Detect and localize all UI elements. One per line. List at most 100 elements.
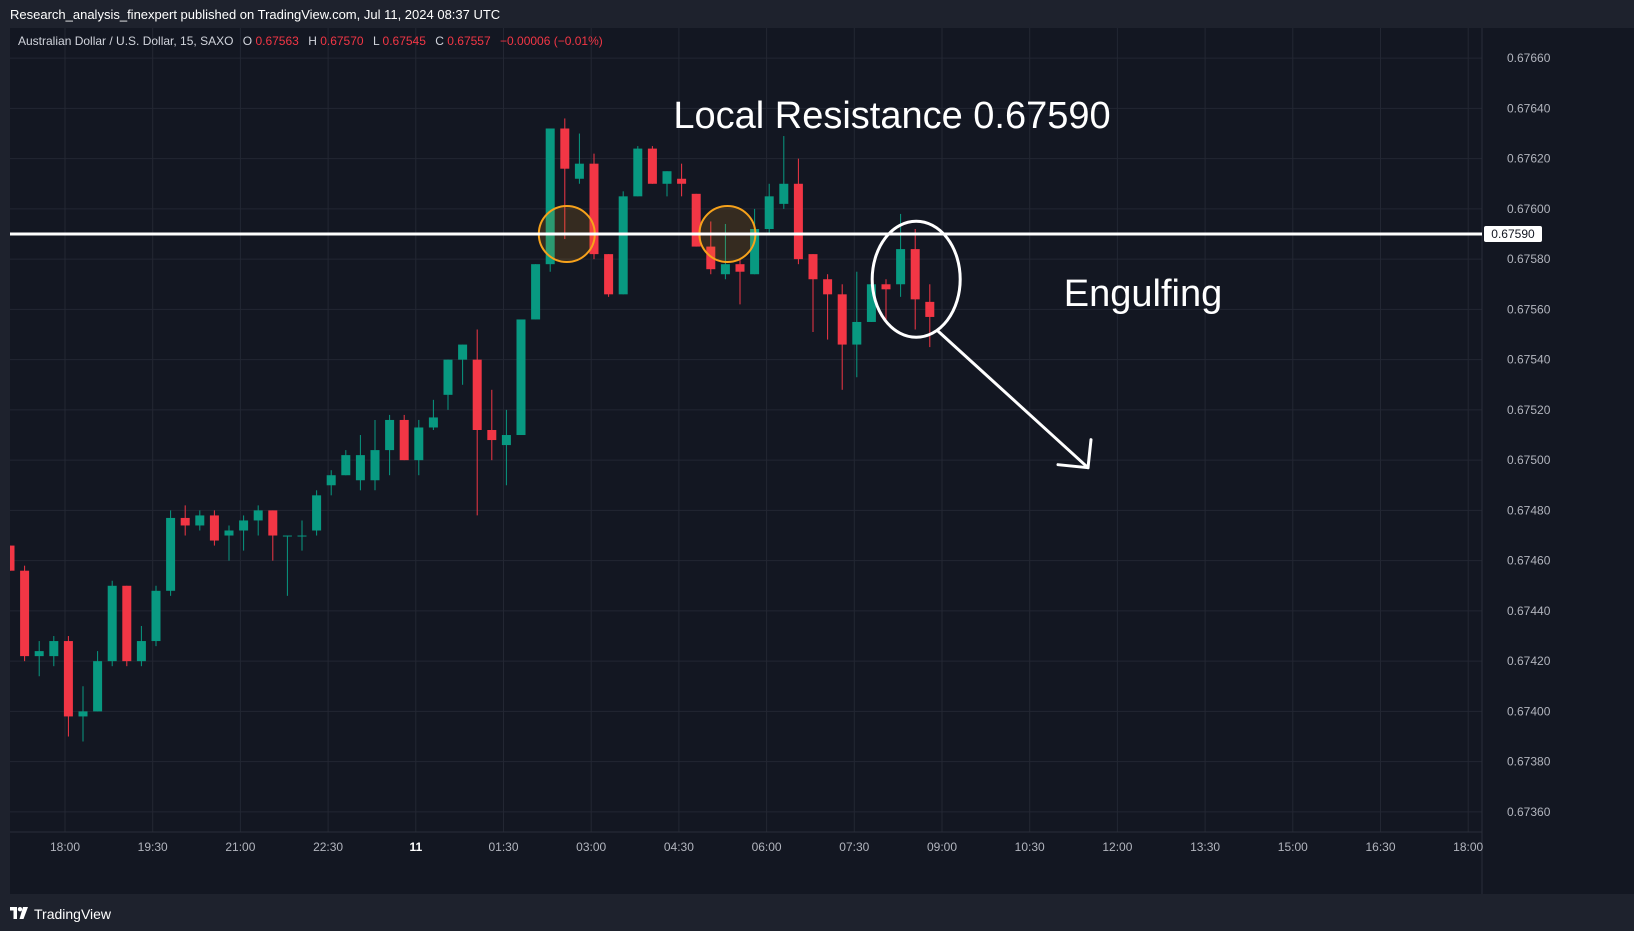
candle[interactable] (574, 133, 584, 184)
candle-body (720, 264, 730, 275)
candle-body (443, 359, 453, 395)
candle-body (10, 545, 15, 571)
candle-body (151, 590, 161, 642)
candle[interactable] (355, 435, 365, 491)
candle[interactable] (78, 686, 88, 742)
candle[interactable] (341, 450, 351, 476)
candle[interactable] (10, 545, 15, 571)
candle-body (750, 229, 760, 275)
candle[interactable] (764, 183, 774, 235)
candle[interactable] (881, 279, 891, 322)
candle[interactable] (545, 128, 555, 272)
price-tick-label: 0.67580 (1507, 252, 1551, 266)
candle[interactable] (560, 118, 570, 240)
candle[interactable] (925, 284, 935, 348)
candle[interactable] (896, 213, 906, 297)
candle[interactable] (793, 158, 803, 265)
candle[interactable] (647, 146, 657, 184)
candle-body (589, 163, 599, 255)
symbol-legend[interactable]: Australian Dollar / U.S. Dollar, 15, SAX… (18, 34, 603, 48)
candle[interactable] (93, 651, 103, 712)
candle[interactable] (910, 229, 920, 330)
candle[interactable] (253, 505, 263, 536)
candle[interactable] (151, 585, 161, 647)
resistance-price-label: 0.67590 (1484, 226, 1542, 243)
candle[interactable] (312, 490, 322, 536)
chart-area[interactable]: 0.67660 0.67640 0.67620 0.67600 0.67580 0.675… (10, 28, 1634, 894)
candle-body (122, 585, 132, 662)
time-tick-label: 10:30 (1015, 840, 1045, 854)
candle-body (341, 455, 351, 476)
engulfing-annotation: Engulfing (1064, 273, 1222, 315)
candle[interactable] (326, 470, 336, 496)
footer-brand-text[interactable]: TradingView (34, 905, 112, 922)
time-axis[interactable]: 18:00 19:30 21:00 22:30 11 01:30 03:00 04:30 06:… (50, 840, 1484, 854)
candle-body (136, 641, 146, 662)
candle[interactable] (136, 625, 146, 667)
candle[interactable] (823, 274, 833, 340)
candle[interactable] (297, 520, 307, 551)
footer-bar: TradingView (0, 896, 1634, 931)
candle[interactable] (487, 389, 497, 461)
candle[interactable] (662, 171, 672, 197)
candle[interactable] (166, 510, 176, 596)
candle[interactable] (852, 271, 862, 378)
time-tick-label: 13:30 (1190, 840, 1220, 854)
candle[interactable] (458, 344, 468, 385)
candle[interactable] (735, 259, 745, 305)
price-tick-label: 0.67500 (1507, 453, 1551, 467)
candle[interactable] (239, 515, 249, 551)
candle[interactable] (428, 399, 438, 430)
candle[interactable] (34, 641, 44, 677)
price-tick-label: 0.67480 (1507, 503, 1551, 517)
candle[interactable] (282, 535, 292, 596)
time-tick-label: 11 (409, 840, 422, 854)
candle[interactable] (195, 510, 205, 531)
candle-body (209, 515, 219, 541)
candle[interactable] (706, 221, 716, 275)
candle[interactable] (209, 510, 219, 546)
candle[interactable] (677, 163, 687, 197)
candle-body (910, 249, 920, 300)
candlestick-chart[interactable]: 0.67660 0.67640 0.67620 0.67600 0.67580 0.675… (10, 28, 1634, 894)
candle[interactable] (472, 329, 482, 516)
candle[interactable] (20, 565, 30, 662)
candle[interactable] (837, 284, 847, 390)
candle[interactable] (779, 136, 789, 209)
candle-body (764, 196, 774, 229)
candle[interactable] (516, 319, 526, 436)
candle[interactable] (501, 409, 511, 486)
candle-body (78, 711, 88, 717)
candle[interactable] (399, 414, 409, 461)
candle[interactable] (268, 510, 278, 561)
candle[interactable] (370, 419, 380, 491)
candle[interactable] (224, 525, 234, 561)
tradingview-logo-icon[interactable] (10, 906, 28, 922)
candle[interactable] (633, 146, 643, 197)
candle[interactable] (808, 254, 818, 333)
candle-body (647, 148, 657, 184)
symbol-name: Australian Dollar / U.S. Dollar, 15, SAX… (18, 34, 233, 48)
candle[interactable] (63, 636, 73, 737)
price-axis[interactable]: 0.67660 0.67640 0.67620 0.67600 0.67580 0.675… (1507, 51, 1551, 819)
close-label: C (435, 34, 444, 48)
candle[interactable] (122, 585, 132, 667)
candle[interactable] (443, 359, 453, 410)
candle[interactable] (604, 254, 614, 297)
price-tick-label: 0.67360 (1507, 805, 1551, 819)
candle-body (472, 359, 482, 430)
candle-body (896, 249, 906, 285)
time-tick-label: 22:30 (313, 840, 343, 854)
resistance-price-text: 0.67590 (1491, 227, 1535, 241)
candle[interactable] (531, 264, 541, 320)
candle[interactable] (180, 505, 190, 536)
candle[interactable] (385, 414, 395, 476)
candle[interactable] (107, 580, 117, 667)
time-tick-label: 12:00 (1102, 840, 1132, 854)
candle[interactable] (49, 636, 59, 667)
candle[interactable] (618, 191, 628, 295)
candle[interactable] (691, 193, 701, 247)
high-value: 0.67570 (320, 34, 364, 48)
candle[interactable] (414, 419, 424, 476)
price-tick-label: 0.67600 (1507, 202, 1551, 216)
